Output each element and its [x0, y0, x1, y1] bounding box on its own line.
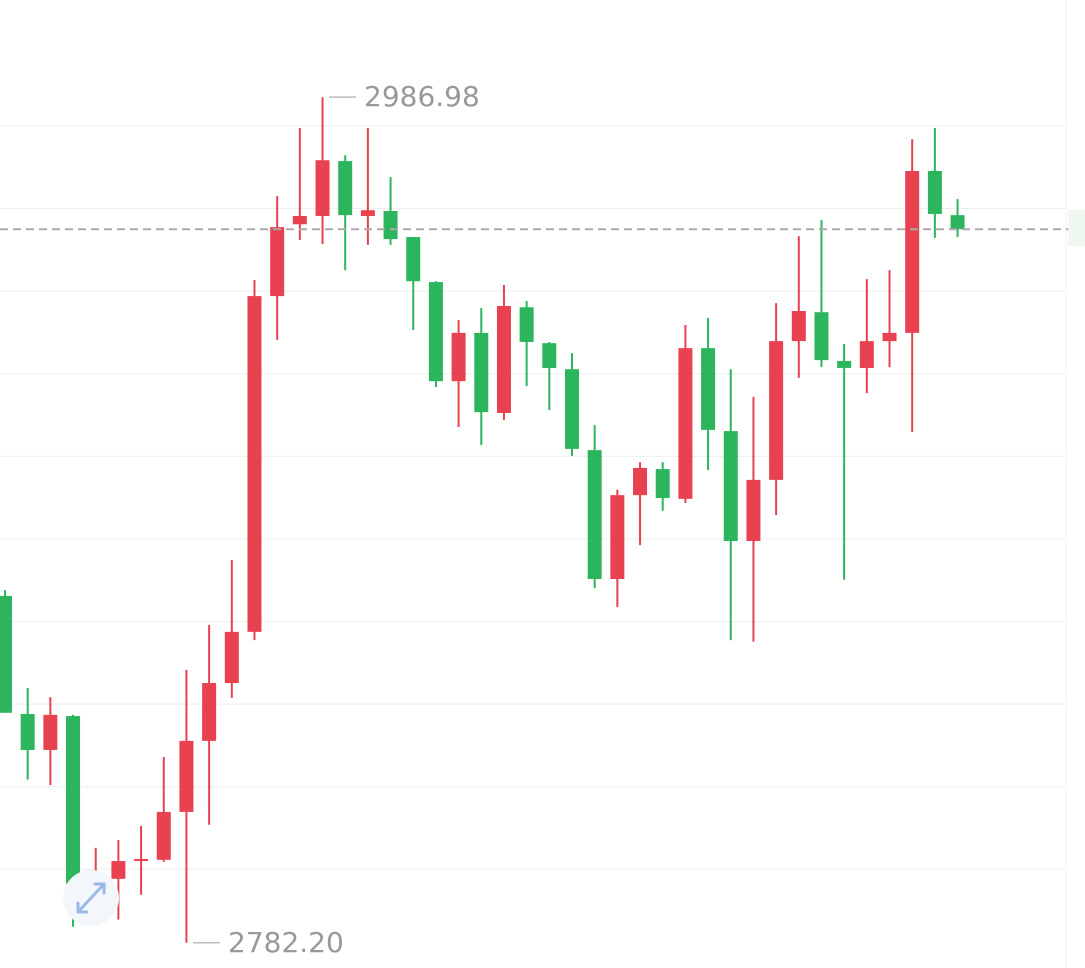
candle-body	[701, 348, 716, 430]
candle-body	[292, 215, 307, 225]
candle-body	[633, 467, 648, 496]
candle-body	[111, 861, 126, 879]
candle-body	[156, 811, 171, 860]
candle-body	[338, 161, 353, 216]
candle-body	[428, 282, 443, 382]
candle-body	[678, 348, 693, 499]
candle-body	[837, 360, 852, 368]
candle-body	[950, 215, 965, 230]
candle-body	[905, 170, 920, 333]
candle-body	[927, 170, 942, 214]
expand-icon-arrow	[76, 882, 106, 914]
candle-body	[66, 716, 81, 884]
candle-body	[859, 341, 874, 368]
candle-body	[383, 211, 398, 240]
candle-body	[20, 714, 35, 750]
candle-body	[247, 296, 262, 632]
candle-body	[655, 469, 670, 499]
max-label: 2986.98	[364, 80, 480, 113]
price-tag-edge	[1068, 210, 1085, 246]
candle-body	[360, 210, 375, 216]
candle-body	[134, 858, 149, 861]
candle-body	[610, 495, 625, 579]
candle-body	[882, 332, 897, 342]
candle-body	[565, 369, 579, 449]
candle-body	[406, 237, 421, 282]
candle-body	[791, 310, 806, 342]
candle-body	[451, 332, 466, 382]
candle-body	[270, 227, 285, 297]
candle-body	[43, 714, 58, 750]
candle-body	[224, 631, 239, 684]
min-label: 2782.20	[228, 926, 344, 959]
candle-body	[723, 431, 738, 541]
candle-body	[587, 450, 602, 579]
candle-body	[769, 341, 784, 480]
expand-icon[interactable]	[63, 870, 119, 926]
candle-body	[202, 683, 217, 741]
candle-body	[179, 740, 194, 812]
candle-body	[746, 479, 761, 541]
candle-body	[474, 332, 489, 413]
candle-body	[519, 307, 534, 342]
candle-body	[0, 595, 12, 713]
candle-body	[315, 160, 330, 216]
candle-body	[814, 312, 829, 361]
candle-body	[496, 306, 511, 413]
candle-body	[542, 343, 557, 368]
